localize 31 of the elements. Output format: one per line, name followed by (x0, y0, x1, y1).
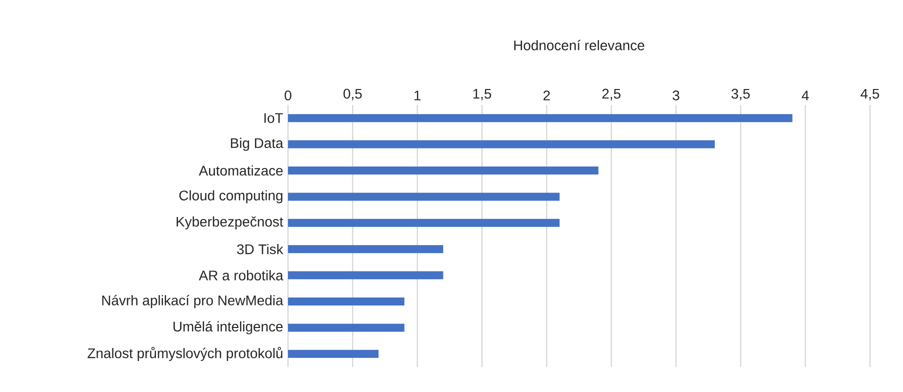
x-axis-title: Hodnocení relevance (514, 40, 644, 50)
y-tick-label: Znalost průmyslových protokolů (88, 346, 282, 361)
x-tick-label: 0,5 (344, 88, 362, 100)
x-tick-label: 1,5 (473, 88, 492, 100)
x-tick-label: 2 (544, 90, 550, 100)
bar (288, 218, 560, 227)
bar (288, 271, 444, 280)
x-tick-label: 0 (284, 90, 292, 100)
x-tick-label: 3,5 (732, 88, 750, 100)
bar (288, 324, 404, 332)
x-tick-label: 4,5 (860, 88, 880, 100)
bar (288, 166, 598, 174)
bar (288, 114, 792, 122)
y-tick-label: IoT (264, 113, 283, 123)
bar (288, 298, 404, 306)
bar (288, 192, 560, 201)
y-tick-label: Umělá inteligence (174, 321, 283, 334)
bar (288, 350, 379, 358)
bar (288, 140, 715, 148)
y-tick-label: Kyberbezpečnost (176, 216, 284, 230)
y-tick-label: Big Data (230, 138, 284, 151)
y-tick-label: Automatizace (198, 165, 283, 176)
y-tick-label: AR a robotika (198, 270, 284, 280)
y-tick-label: Cloud computing (179, 190, 282, 204)
y-tick-label: 3D Tisk (237, 244, 284, 254)
x-tick-label: 1 (414, 90, 421, 100)
x-tick-label: 4 (802, 90, 809, 100)
y-tick-label: Návrh aplikací pro NewMedia (102, 294, 284, 308)
x-tick-label: 2,5 (602, 88, 620, 100)
bar (288, 245, 444, 254)
x-tick-label: 3 (672, 90, 680, 100)
